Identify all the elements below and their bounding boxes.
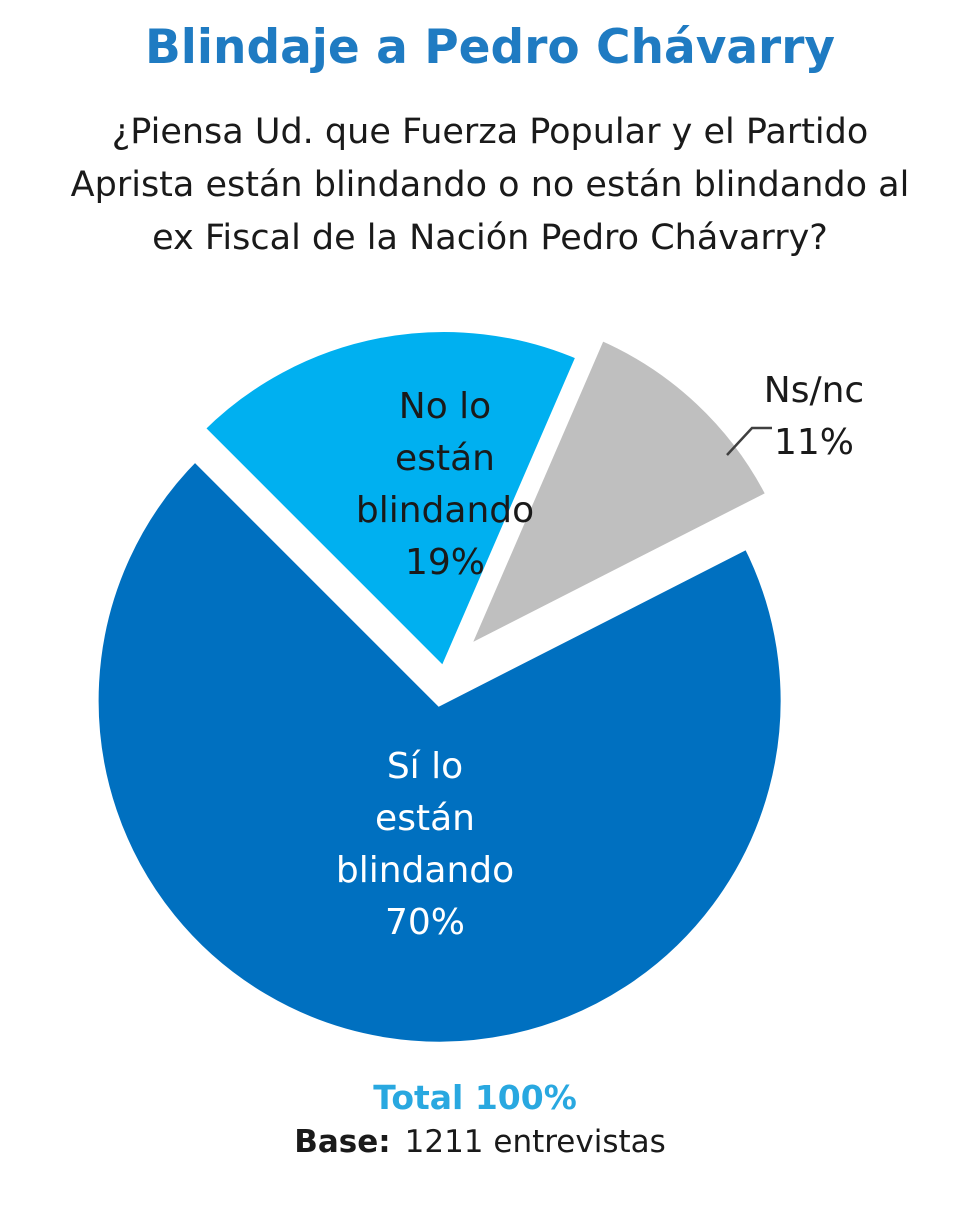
chart-question: ¿Piensa Ud. que Fuerza Popular y el Part… — [0, 106, 980, 265]
slice-3-label-line: blindando — [336, 850, 514, 891]
total-text: Total 100% — [373, 1078, 577, 1117]
slice-3-label-line: están — [375, 798, 475, 839]
slice-1-label-line: No lo — [399, 386, 491, 427]
slice-2-label: Ns/nc 11% — [764, 370, 864, 463]
pie-slice-2 — [453, 328, 779, 664]
slice-1-label: No lo están blindando 19% — [356, 386, 534, 583]
question-line-1: ¿Piensa Ud. que Fuerza Popular y el Part… — [111, 112, 869, 152]
chart-title: Blindaje a Pedro Chávarry — [144, 20, 836, 75]
slice-1-label-line: están — [395, 438, 495, 479]
pie-slice-3 — [88, 448, 791, 1052]
base-label: Base: — [294, 1124, 391, 1160]
slice-3-label: Sí lo están blindando 70% — [336, 746, 514, 943]
slice-2-leader-line — [726, 426, 772, 456]
question-line-2: Aprista están blindando o no están blind… — [70, 165, 910, 205]
pie-slice-1 — [192, 322, 588, 682]
slice-2-label-line: Ns/nc — [764, 370, 864, 411]
slice-3-label-line: Sí lo — [387, 746, 463, 787]
slice-2-value: 11% — [774, 422, 854, 463]
slice-3-value: 70% — [385, 902, 465, 943]
base-value: 1211 entrevistas — [404, 1124, 666, 1160]
slice-1-label-line: blindando — [356, 490, 534, 531]
question-line-3: ex Fiscal de la Nación Pedro Chávarry? — [152, 218, 828, 258]
slice-1-value: 19% — [405, 542, 485, 583]
base-note: Base: 1211 entrevistas — [0, 1124, 960, 1160]
